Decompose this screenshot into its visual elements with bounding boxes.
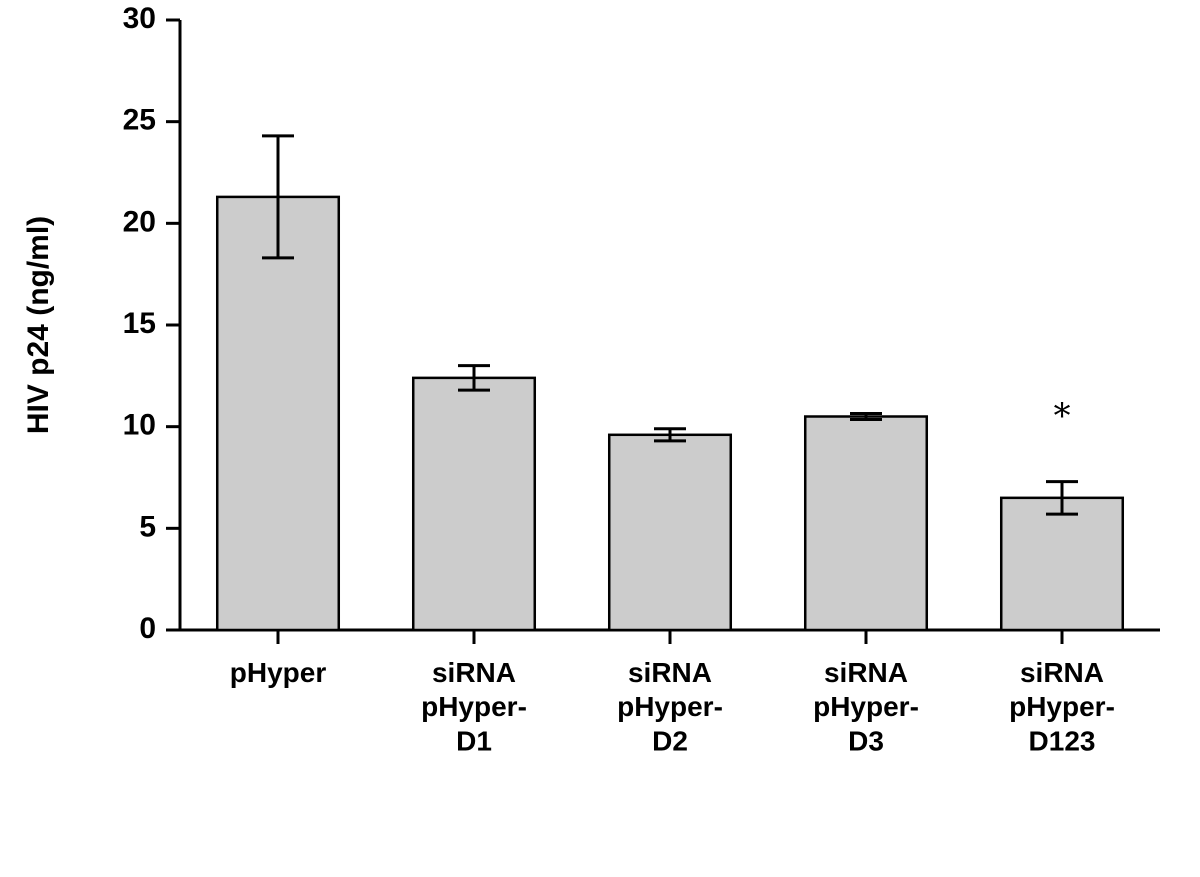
bar [805, 417, 927, 631]
x-category-label: D2 [652, 725, 688, 756]
bar [609, 435, 731, 630]
x-category-label: D3 [848, 725, 884, 756]
y-tick-label: 30 [123, 2, 156, 35]
significance-marker: ∗ [1050, 390, 1073, 430]
y-tick-label: 25 [123, 104, 156, 137]
x-category-label: D123 [1029, 725, 1096, 756]
bar [413, 378, 535, 630]
x-category-label: pHyper [230, 657, 327, 688]
y-axis-label: HIV p24 (ng/ml) [22, 216, 55, 434]
y-tick-label: 0 [139, 612, 156, 645]
bar-chart: 051015202530HIV p24 (ng/ml)pHypersiRNApH… [0, 0, 1200, 877]
x-category-label: siRNA [628, 657, 712, 688]
x-category-label: pHyper- [421, 691, 527, 722]
x-category-label: siRNA [432, 657, 516, 688]
y-tick-label: 20 [123, 205, 156, 238]
x-category-label: D1 [456, 725, 492, 756]
x-category-label: siRNA [1020, 657, 1104, 688]
x-category-label: siRNA [824, 657, 908, 688]
x-category-label: pHyper- [617, 691, 723, 722]
y-tick-label: 10 [123, 409, 156, 442]
y-tick-label: 15 [123, 307, 156, 340]
bar [1001, 498, 1123, 630]
x-category-label: pHyper- [1009, 691, 1115, 722]
y-tick-label: 5 [139, 510, 156, 543]
bar [217, 197, 339, 630]
x-category-label: pHyper- [813, 691, 919, 722]
